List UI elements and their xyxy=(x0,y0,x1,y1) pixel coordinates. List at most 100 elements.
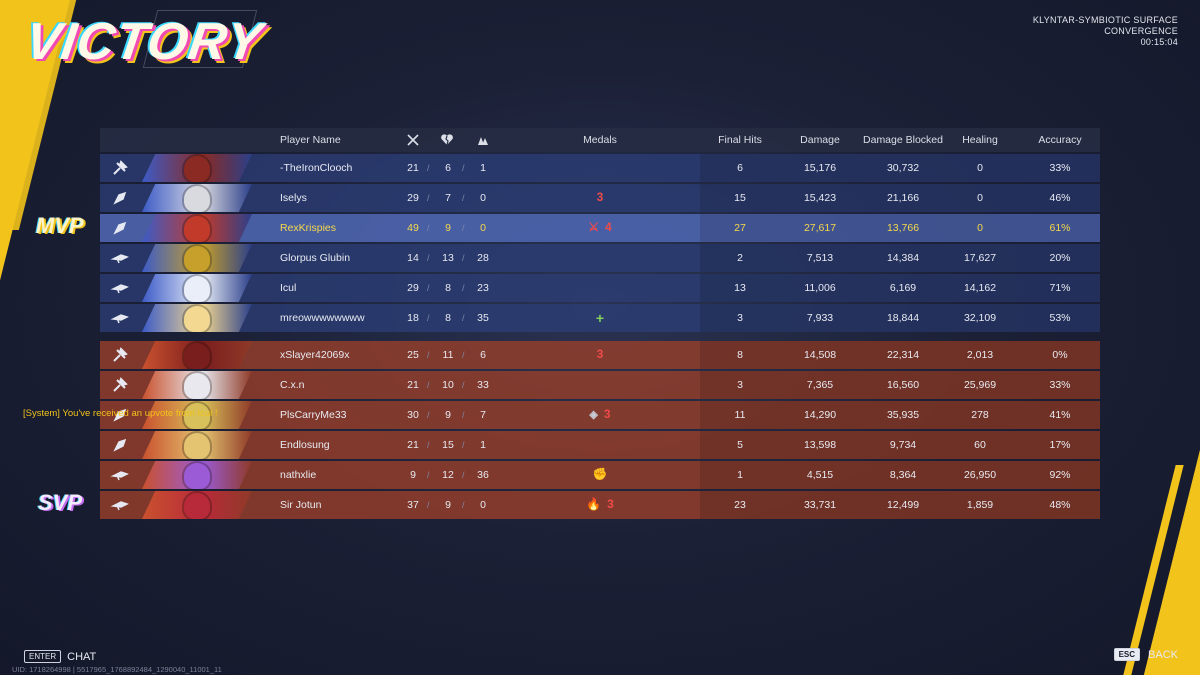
player-name[interactable]: Endlosung xyxy=(280,439,330,451)
player-row[interactable]: RexKrispies 49/9/0 ⚔ 4 27 27,617 13,766 0 61% xyxy=(100,214,1100,242)
damage-value: 15,176 xyxy=(803,162,837,174)
vanguard-icon xyxy=(110,159,136,177)
damage-blocked-value: 16,560 xyxy=(886,379,920,391)
player-name[interactable]: Icul xyxy=(280,282,297,294)
stats-shade xyxy=(700,184,1100,212)
hero-face xyxy=(184,276,210,302)
player-row[interactable]: mreowwwwwwww 18 / 8 / 35 +3 7,933 18,844 32,109 53… xyxy=(100,304,1100,332)
player-name[interactable]: nathxlie xyxy=(280,469,317,481)
player-row[interactable]: Glorpus Glubin 14 / 13 / 28 2 7,513 14,384 17,627… xyxy=(100,244,1100,272)
duelist-icon xyxy=(110,189,136,207)
damage-blocked-value: 18,844 xyxy=(886,312,920,324)
player-name[interactable]: RexKrispies xyxy=(280,222,337,234)
column-player-name: Player Name xyxy=(280,134,341,146)
deaths-value: 10 xyxy=(442,379,454,391)
back-button[interactable]: ESC BACK xyxy=(1113,648,1178,661)
player-row[interactable]: Iselys 29 / 7 / 0 3 15 15,423 21,166 0 46% xyxy=(100,184,1100,212)
final-hits-value: 1 xyxy=(737,469,743,481)
assists-value: 23 xyxy=(477,282,489,294)
accuracy-value: 33% xyxy=(1049,162,1071,174)
final-hits-value: 3 xyxy=(737,312,743,324)
assists-value: 35 xyxy=(477,312,489,324)
player-name[interactable]: PlsCarryMe33 xyxy=(280,409,347,421)
damage-blocked-value: 35,935 xyxy=(886,409,920,421)
healing-value: 278 xyxy=(971,409,989,421)
assists-icon xyxy=(476,133,490,147)
final-hits-value: 2 xyxy=(737,252,743,264)
separator: / xyxy=(462,193,465,203)
player-row[interactable]: PlsCarryMe33 30/9/7 ◈ 3 11 14,290 35,935 278 41% xyxy=(100,401,1100,429)
chat-button[interactable]: ENTER CHAT xyxy=(24,650,96,663)
damage-blocked-value: 9,734 xyxy=(889,439,917,451)
damage-blocked-value: 13,766 xyxy=(886,222,920,234)
game-mode: CONVERGENCE xyxy=(1104,26,1178,36)
player-row[interactable]: C.x.n 21/10/33 3 7,365 16,560 25,969 33% xyxy=(100,371,1100,399)
healing-value: 0 xyxy=(977,162,983,174)
separator: / xyxy=(462,253,465,263)
player-row[interactable]: -TheIronClooch 21 / 6 / 1 6 15,176 30,732 0 33% xyxy=(100,154,1100,182)
damage-value: 7,365 xyxy=(806,379,834,391)
deaths-value: 6 xyxy=(445,162,451,174)
vanguard-icon xyxy=(110,346,136,364)
kills-value: 9 xyxy=(410,469,416,481)
stats-shade xyxy=(700,274,1100,302)
stats-shade xyxy=(700,244,1100,272)
damage-value: 13,598 xyxy=(803,439,837,451)
player-row[interactable]: Endlosung 21/15/1 5 13,598 9,734 60 17% xyxy=(100,431,1100,459)
deaths-value: 11 xyxy=(442,349,454,361)
medals-cell: 3 xyxy=(550,190,650,204)
player-row[interactable]: xSlayer42069x 25 / 11 / 6 3 8 14,508 22,314 2,013 0… xyxy=(100,341,1100,369)
column-accuracy: Accuracy xyxy=(1038,134,1082,146)
hero-face xyxy=(184,216,210,242)
kills-value: 18 xyxy=(407,312,419,324)
accuracy-value: 92% xyxy=(1049,469,1071,481)
final-hits-value: 6 xyxy=(737,162,743,174)
hero-face xyxy=(184,156,210,182)
hero-portrait xyxy=(142,214,252,242)
hero-portrait xyxy=(142,491,252,519)
hero-portrait xyxy=(142,461,252,489)
stats-shade xyxy=(700,304,1100,332)
accuracy-value: 71% xyxy=(1049,282,1071,294)
streak-medal-icon: 3 xyxy=(596,347,604,361)
strategist-icon xyxy=(110,466,136,484)
separator: / xyxy=(427,410,430,420)
player-name[interactable]: Iselys xyxy=(280,192,307,204)
player-row[interactable]: nathxlie 9 / 12 / 36 ✊ 1 4,515 8,364 26,950 92% xyxy=(100,461,1100,489)
healing-value: 17,627 xyxy=(963,252,997,264)
player-row[interactable]: Sir Jotun 37/9/0 🔥 3 23 33,731 12,499 1,859 48% xyxy=(100,491,1100,519)
separator: / xyxy=(427,380,430,390)
player-name[interactable]: C.x.n xyxy=(280,379,305,391)
player-name[interactable]: Glorpus Glubin xyxy=(280,252,351,264)
healing-value: 2,013 xyxy=(966,349,994,361)
separator: / xyxy=(427,350,430,360)
separator: / xyxy=(427,193,430,203)
kills-value: 21 xyxy=(407,379,419,391)
hero-face xyxy=(184,186,210,212)
player-name[interactable]: Sir Jotun xyxy=(280,499,322,511)
stats-shade xyxy=(700,491,1100,519)
separator: / xyxy=(427,223,430,233)
kills-value: 49 xyxy=(407,222,419,234)
accuracy-value: 33% xyxy=(1049,379,1071,391)
final-hits-value: 8 xyxy=(737,349,743,361)
stats-shade xyxy=(700,461,1100,489)
player-name[interactable]: xSlayer42069x xyxy=(280,349,350,361)
assists-value: 33 xyxy=(477,379,489,391)
deaths-value: 9 xyxy=(445,499,451,511)
deaths-value: 9 xyxy=(445,409,451,421)
duelist-icon xyxy=(110,219,136,237)
final-hits-value: 3 xyxy=(737,379,743,391)
uid-text: UID: 1718264998 | 5517965_1768892484_129… xyxy=(12,665,222,674)
duelist-icon xyxy=(110,436,136,454)
deaths-value: 7 xyxy=(445,192,451,204)
hero-portrait xyxy=(142,154,252,182)
player-name[interactable]: -TheIronClooch xyxy=(280,162,353,174)
player-name[interactable]: mreowwwwwwww xyxy=(280,312,365,324)
assists-value: 1 xyxy=(480,439,486,451)
final-hits-value: 11 xyxy=(734,409,746,421)
separator: / xyxy=(462,163,465,173)
healing-value: 14,162 xyxy=(963,282,997,294)
player-row[interactable]: Icul 29 / 8 / 23 13 11,006 6,169 14,162 71% xyxy=(100,274,1100,302)
accuracy-value: 41% xyxy=(1049,409,1071,421)
